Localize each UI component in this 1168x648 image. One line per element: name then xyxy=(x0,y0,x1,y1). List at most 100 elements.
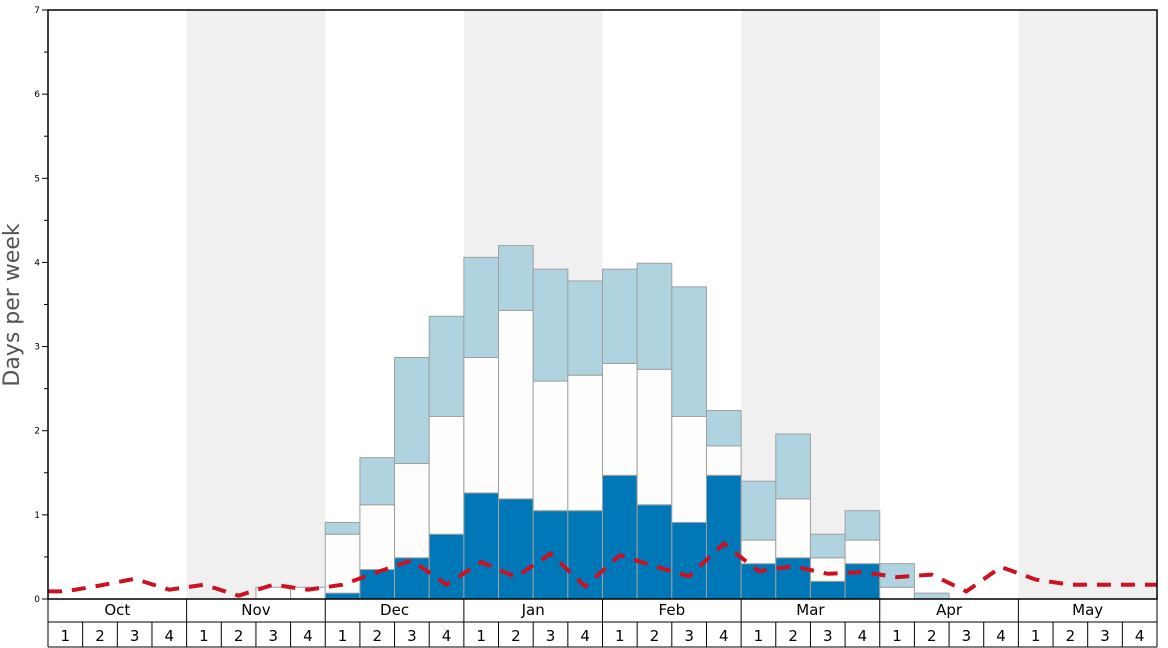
bar-segment xyxy=(359,457,396,506)
y-tick-label: 0 xyxy=(34,595,40,605)
bar-segment xyxy=(324,521,361,535)
bar-segment xyxy=(602,474,638,600)
week-label: 4 xyxy=(442,627,452,645)
bar-segment xyxy=(775,557,811,600)
week-label: 3 xyxy=(407,627,417,645)
week-label: 4 xyxy=(996,627,1006,645)
month-label: Feb xyxy=(659,601,686,619)
week-label: 3 xyxy=(268,627,278,645)
bar-segment xyxy=(463,357,500,494)
bar-segment xyxy=(913,592,950,600)
week-label: 2 xyxy=(234,627,244,645)
bar-segment xyxy=(359,504,396,571)
week-label: 4 xyxy=(719,627,729,645)
bar-segment xyxy=(532,380,569,512)
bar-segment xyxy=(359,569,396,600)
bar-segment xyxy=(602,268,638,364)
bar-segment xyxy=(636,504,673,600)
week-label: 2 xyxy=(927,627,937,645)
week-label: 4 xyxy=(1135,627,1145,645)
y-tick-label: 6 xyxy=(34,90,40,100)
week-label: 3 xyxy=(823,627,833,645)
bar-segment xyxy=(532,268,569,382)
bar-stack-layer xyxy=(255,245,950,600)
week-label: 3 xyxy=(684,627,694,645)
week-label: 2 xyxy=(511,627,521,645)
month-band xyxy=(186,10,326,599)
bar-segment xyxy=(636,262,673,370)
bar-segment xyxy=(809,580,846,600)
bar-segment xyxy=(498,309,534,500)
bar-segment xyxy=(428,533,465,600)
week-label: 1 xyxy=(61,627,71,645)
bar-segment xyxy=(463,492,500,600)
week-label: 1 xyxy=(754,627,764,645)
y-tick-label: 5 xyxy=(34,174,40,184)
week-label: 3 xyxy=(1100,627,1110,645)
bar-segment xyxy=(567,374,603,512)
month-label: Oct xyxy=(104,601,130,619)
month-label: Dec xyxy=(380,601,409,619)
month-label: Apr xyxy=(936,601,963,619)
bar-segment xyxy=(809,533,846,559)
bar-segment xyxy=(775,433,811,500)
bar-segment xyxy=(602,362,638,476)
bar-segment xyxy=(463,256,500,359)
week-label: 1 xyxy=(892,627,902,645)
bar-segment xyxy=(394,357,430,465)
bar-segment xyxy=(844,510,881,541)
bar-segment xyxy=(636,368,673,506)
bar-segment xyxy=(428,415,465,535)
y-tick-label: 4 xyxy=(34,258,40,268)
week-label: 4 xyxy=(580,627,590,645)
dashed-trend-line xyxy=(48,540,1157,598)
month-label: Mar xyxy=(796,601,825,619)
bar-segment xyxy=(498,498,534,600)
week-label: 1 xyxy=(615,627,625,645)
x-axis: Oct 1 2 3 4 Nov 1 2 3 4 Dec 1 2 3 4 Jan 1 2 3 4 Feb 1 2 3 4 Mar 1 2… xyxy=(47,599,1158,648)
week-label: 2 xyxy=(788,627,798,645)
bar-segment xyxy=(671,521,707,600)
bar-segment xyxy=(775,498,811,559)
y-axis-title: Days per week xyxy=(0,223,25,386)
bar-segment xyxy=(324,533,361,594)
week-label: 2 xyxy=(372,627,382,645)
week-label: 1 xyxy=(338,627,348,645)
week-label: 3 xyxy=(546,627,556,645)
bar-segment xyxy=(428,315,465,417)
month-label: Jan xyxy=(521,601,545,619)
week-label: 4 xyxy=(858,627,868,645)
y-tick-label: 1 xyxy=(34,511,40,521)
y-axis: 0 1 2 3 4 5 6 7 xyxy=(34,6,48,605)
bar-segment xyxy=(567,280,603,376)
y-tick-label: 7 xyxy=(34,6,40,16)
week-label: 2 xyxy=(650,627,660,645)
week-label: 1 xyxy=(1031,627,1041,645)
y-tick-label: 2 xyxy=(34,427,40,437)
y-tick-label: 3 xyxy=(34,343,40,353)
bar-segment xyxy=(498,245,534,311)
bar-segment xyxy=(879,586,915,600)
week-label: 4 xyxy=(303,627,313,645)
week-label: 2 xyxy=(95,627,105,645)
bar-segment xyxy=(844,563,881,600)
week-label: 4 xyxy=(165,627,175,645)
week-label: 1 xyxy=(199,627,209,645)
week-label: 3 xyxy=(130,627,140,645)
bar-segment xyxy=(394,463,430,559)
bar-segment xyxy=(705,474,742,600)
week-label: 3 xyxy=(962,627,972,645)
week-label: 2 xyxy=(1066,627,1076,645)
bar-segment xyxy=(705,410,742,447)
bar-segment xyxy=(671,415,707,523)
week-label: 1 xyxy=(476,627,486,645)
bar-segment xyxy=(809,557,846,582)
bar-segment xyxy=(671,286,707,417)
month-label: May xyxy=(1072,601,1103,619)
bar-segment xyxy=(324,592,361,600)
bar-segment xyxy=(705,445,742,476)
month-band xyxy=(1018,10,1157,599)
bar-segment xyxy=(844,539,881,565)
month-label: Nov xyxy=(241,601,270,619)
